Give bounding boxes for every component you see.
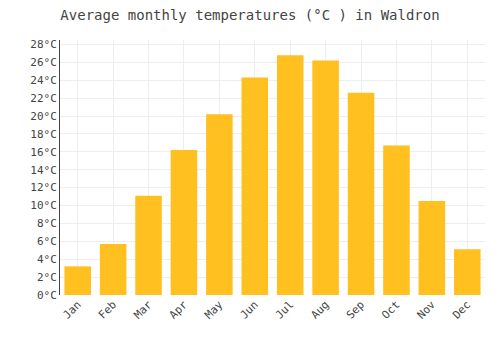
svg-text:22°C: 22°C <box>30 92 57 105</box>
svg-text:8°C: 8°C <box>37 217 57 230</box>
svg-text:Mar: Mar <box>131 298 155 322</box>
svg-text:26°C: 26°C <box>30 56 57 69</box>
svg-text:Jun: Jun <box>238 298 261 321</box>
svg-text:Apr: Apr <box>167 298 191 322</box>
svg-text:12°C: 12°C <box>30 181 57 194</box>
svg-text:4°C: 4°C <box>37 253 57 266</box>
svg-text:6°C: 6°C <box>37 235 57 248</box>
svg-text:10°C: 10°C <box>30 199 57 212</box>
svg-text:28°C: 28°C <box>30 38 57 51</box>
svg-text:Jul: Jul <box>273 298 296 321</box>
svg-text:2°C: 2°C <box>37 271 57 284</box>
svg-text:Nov: Nov <box>415 298 439 322</box>
svg-text:24°C: 24°C <box>30 74 57 87</box>
svg-text:0°C: 0°C <box>37 289 57 302</box>
svg-text:Average monthly temperatures (: Average monthly temperatures (°C ) in Wa… <box>60 7 439 23</box>
svg-text:Oct: Oct <box>379 298 402 321</box>
svg-text:Aug: Aug <box>308 298 331 321</box>
svg-text:Sep: Sep <box>344 298 367 321</box>
svg-text:Jan: Jan <box>60 298 83 321</box>
svg-text:20°C: 20°C <box>30 110 57 123</box>
svg-text:Dec: Dec <box>450 298 473 321</box>
svg-text:16°C: 16°C <box>30 146 57 159</box>
svg-text:14°C: 14°C <box>30 164 57 177</box>
svg-text:Feb: Feb <box>96 298 119 321</box>
svg-text:May: May <box>202 298 226 322</box>
svg-text:18°C: 18°C <box>30 128 57 141</box>
